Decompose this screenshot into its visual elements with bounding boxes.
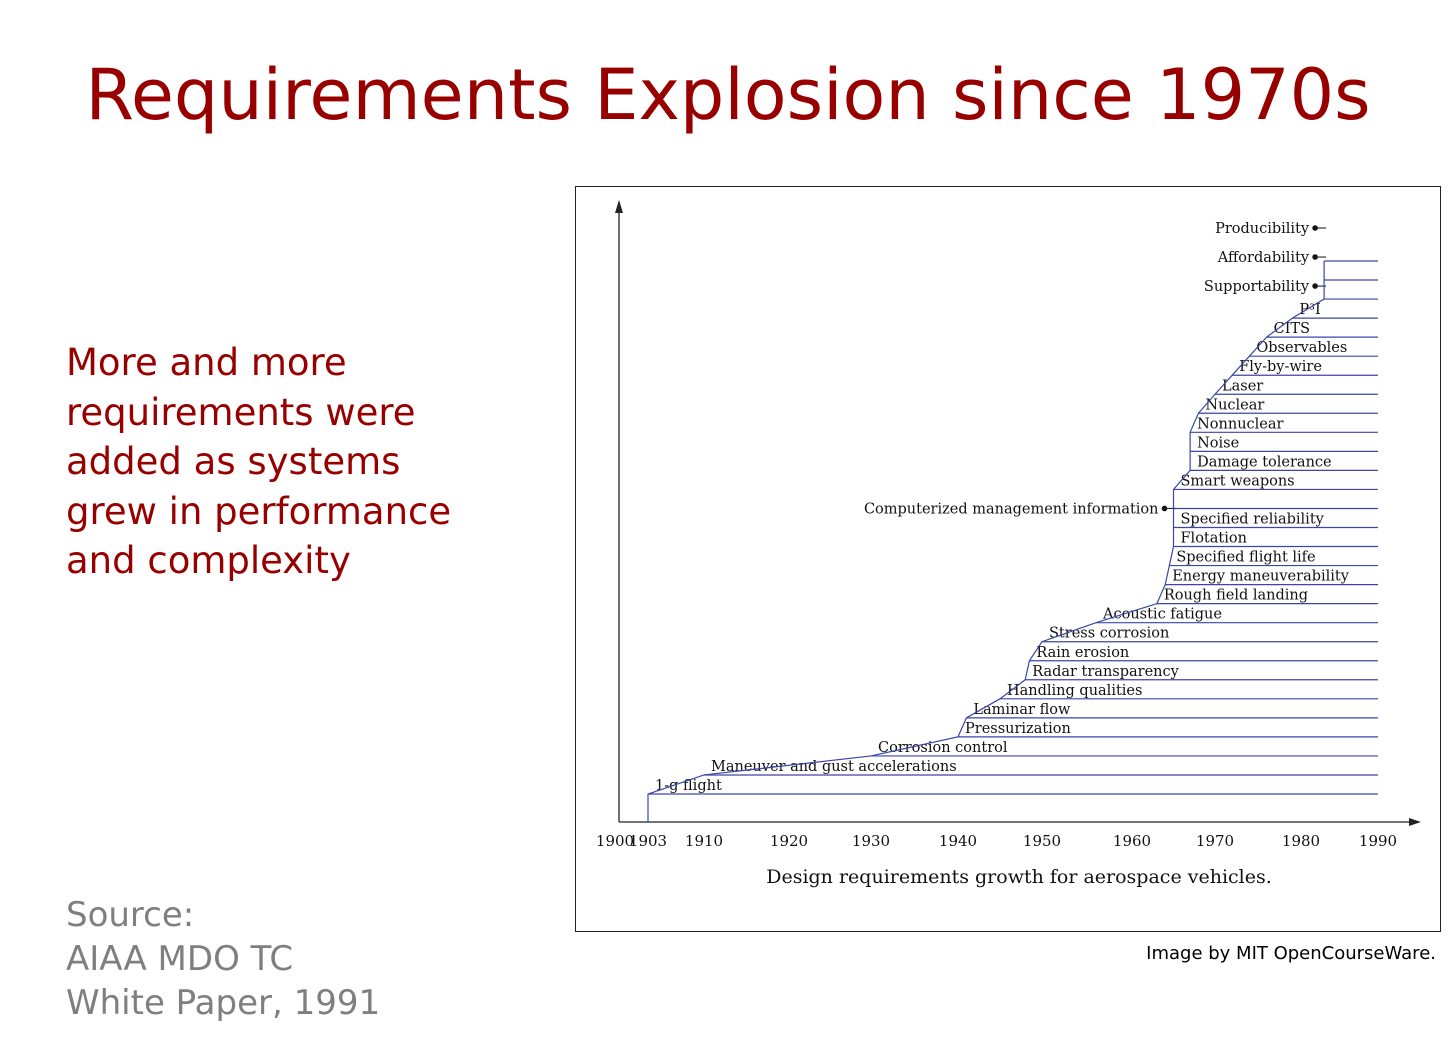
chart-caption: Design requirements growth for aerospace… xyxy=(766,866,1272,888)
requirement-label: 1-g flight xyxy=(655,778,722,794)
requirement-label: Fly-by-wire xyxy=(1239,359,1322,375)
source-citation: Source: AIAA MDO TC White Paper, 1991 xyxy=(66,893,486,1025)
bullet-text: More and more requirements were added as… xyxy=(66,341,452,582)
requirements-envelope xyxy=(647,261,1325,822)
x-tick-label: 1910 xyxy=(685,832,723,850)
requirement-label: Nonnuclear xyxy=(1197,416,1283,432)
requirement-label: Damage tolerance xyxy=(1197,454,1332,470)
requirement-label: Affordability xyxy=(1217,250,1310,266)
requirement-label: Laser xyxy=(1222,378,1263,394)
x-tick-label: 1980 xyxy=(1282,832,1320,850)
x-axis-arrow xyxy=(1409,818,1421,826)
slide-title: Requirements Explosion since 1970s xyxy=(85,54,1371,136)
requirement-label: Specified reliability xyxy=(1181,512,1325,528)
x-tick-label: 1970 xyxy=(1196,832,1234,850)
x-tick-label: 1990 xyxy=(1359,832,1397,850)
requirement-label: Stress corrosion xyxy=(1049,626,1169,642)
requirement-label: Laminar flow xyxy=(973,702,1071,718)
x-tick-label: 1940 xyxy=(939,832,977,850)
requirement-label: CITS xyxy=(1274,321,1310,337)
x-tick-label: 1930 xyxy=(852,832,890,850)
requirement-label: Specified flight life xyxy=(1176,550,1315,566)
requirement-label: Corrosion control xyxy=(878,740,1008,756)
x-tick-label: 1900 xyxy=(596,832,634,850)
requirement-label: Radar transparency xyxy=(1032,664,1179,680)
source-line: White Paper, 1991 xyxy=(66,983,381,1023)
requirement-label: Producibility xyxy=(1215,221,1310,237)
x-tick-label: 1950 xyxy=(1023,832,1061,850)
requirement-label: Observables xyxy=(1256,340,1347,356)
source-line: Source: xyxy=(66,895,195,935)
requirement-label: Noise xyxy=(1197,435,1239,451)
requirement-label: Maneuver and gust accelerations xyxy=(711,759,957,775)
requirement-label: P³I xyxy=(1299,302,1320,318)
x-tick-label: 1920 xyxy=(770,832,808,850)
requirement-label: Acoustic fatigue xyxy=(1102,607,1222,623)
requirement-label: Pressurization xyxy=(965,721,1071,737)
source-line: AIAA MDO TC xyxy=(66,939,294,979)
requirement-label: Flotation xyxy=(1181,531,1247,547)
requirement-label: Supportability xyxy=(1204,279,1310,295)
requirement-label: Smart weapons xyxy=(1181,473,1295,489)
requirement-label: Rain erosion xyxy=(1036,645,1129,661)
image-credit: Image by MIT OpenCourseWare. xyxy=(1146,943,1436,964)
y-axis-arrow xyxy=(615,200,623,213)
requirement-label: Energy maneuverability xyxy=(1172,569,1350,585)
x-tick-label: 1903 xyxy=(629,832,667,850)
requirement-label: Computerized management information xyxy=(864,501,1159,517)
x-tick-label: 1960 xyxy=(1113,832,1151,850)
requirement-label: Nuclear xyxy=(1205,397,1264,413)
requirement-label: Handling qualities xyxy=(1007,683,1142,699)
figure-frame xyxy=(575,186,1441,932)
requirement-label: Rough field landing xyxy=(1164,588,1308,604)
